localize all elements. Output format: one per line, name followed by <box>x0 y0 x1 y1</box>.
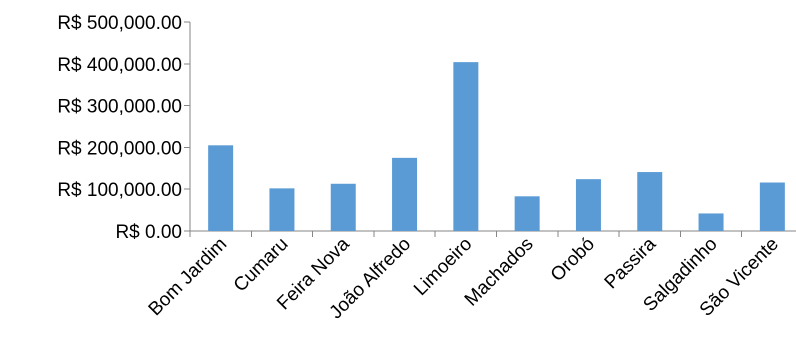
x-tick-label: Orobó <box>547 234 599 286</box>
bar <box>698 213 724 231</box>
bar <box>514 196 540 231</box>
bar <box>330 183 356 231</box>
y-tick-label: R$ 400,000.00 <box>57 55 182 76</box>
bars <box>208 62 785 232</box>
bar <box>392 157 418 231</box>
x-tick-label: Passira <box>601 233 661 293</box>
x-tick-label: Bom Jardim <box>145 234 232 321</box>
bar <box>575 179 601 231</box>
y-tick-label: R$ 100,000.00 <box>57 180 182 201</box>
y-tick-label: R$ 0.00 <box>115 222 182 243</box>
y-axis: R$ 0.00 R$ 100,000.00 R$ 200,000.00 R$ 300,… <box>57 13 191 243</box>
x-tick-label: Cumaru <box>230 234 293 297</box>
bar <box>269 188 295 231</box>
bar <box>208 145 234 231</box>
y-tick-label: R$ 300,000.00 <box>57 97 182 118</box>
bar <box>759 182 785 231</box>
y-tick-label: R$ 500,000.00 <box>57 13 182 34</box>
y-tick-label: R$ 200,000.00 <box>57 138 182 159</box>
bar <box>637 172 663 231</box>
bar <box>453 62 479 232</box>
